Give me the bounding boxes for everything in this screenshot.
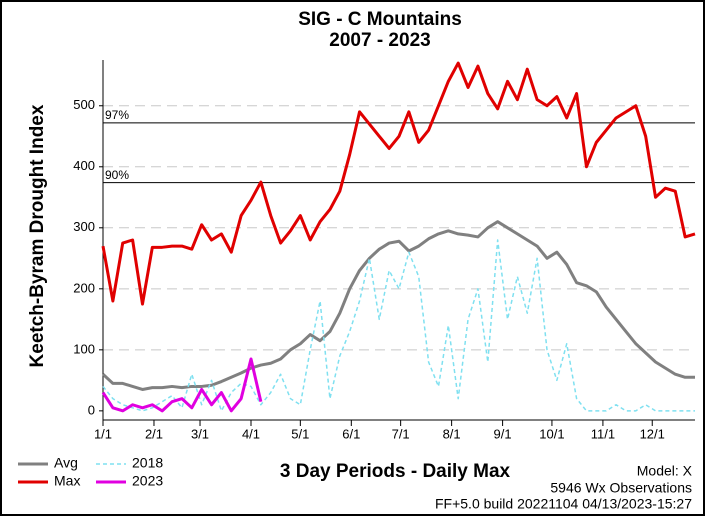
x-tick-label: 11/1 — [591, 426, 615, 441]
x-tick-label: 12/1 — [640, 426, 665, 441]
series-line — [101, 220, 695, 391]
chart-subtitle: 2007 - 2023 — [329, 30, 430, 51]
chart-title: SIG - C Mountains — [298, 9, 462, 30]
legend-label: Avg — [54, 455, 78, 471]
x-tick-label: 3/1 — [191, 426, 209, 441]
reference-label: 97% — [105, 108, 129, 122]
x-tick-label: 1/1 — [94, 426, 112, 441]
x-axis-label: 3 Day Periods - Daily Max — [280, 461, 511, 482]
y-tick-label: 300 — [73, 219, 95, 234]
annotation: Model: X — [637, 463, 693, 479]
x-tick-label: 5/1 — [291, 426, 309, 441]
series-line — [101, 357, 263, 413]
x-tick-label: 6/1 — [342, 426, 360, 441]
legend-label: Max — [54, 473, 80, 489]
x-tick-label: 4/1 — [242, 426, 260, 441]
x-tick-label: 8/1 — [443, 426, 461, 441]
legend-label: 2023 — [132, 473, 163, 489]
x-tick-label: 9/1 — [494, 426, 512, 441]
y-tick-label: 200 — [73, 280, 95, 295]
y-tick-label: 500 — [73, 97, 95, 112]
annotation: FF+5.0 build 20221104 04/13/2023-15:27 — [435, 496, 692, 512]
y-axis-label: Keetch-Byram Drought Index — [27, 104, 48, 367]
legend-label: 2018 — [132, 455, 163, 471]
y-tick-label: 0 — [88, 402, 95, 417]
y-tick-label: 400 — [73, 158, 95, 173]
reference-label: 90% — [105, 168, 129, 182]
annotation: 5946 Wx Observations — [550, 480, 692, 496]
series-line — [102, 239, 695, 412]
x-tick-label: 2/1 — [145, 426, 163, 441]
x-tick-label: 10/1 — [539, 426, 564, 441]
y-tick-label: 100 — [73, 341, 95, 356]
series-line — [101, 61, 696, 306]
x-tick-label: 7/1 — [392, 426, 410, 441]
